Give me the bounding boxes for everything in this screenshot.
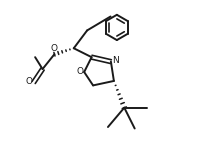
Text: O: O: [26, 77, 33, 86]
Text: O: O: [76, 67, 83, 76]
Text: N: N: [112, 56, 119, 65]
Text: O: O: [50, 45, 57, 54]
